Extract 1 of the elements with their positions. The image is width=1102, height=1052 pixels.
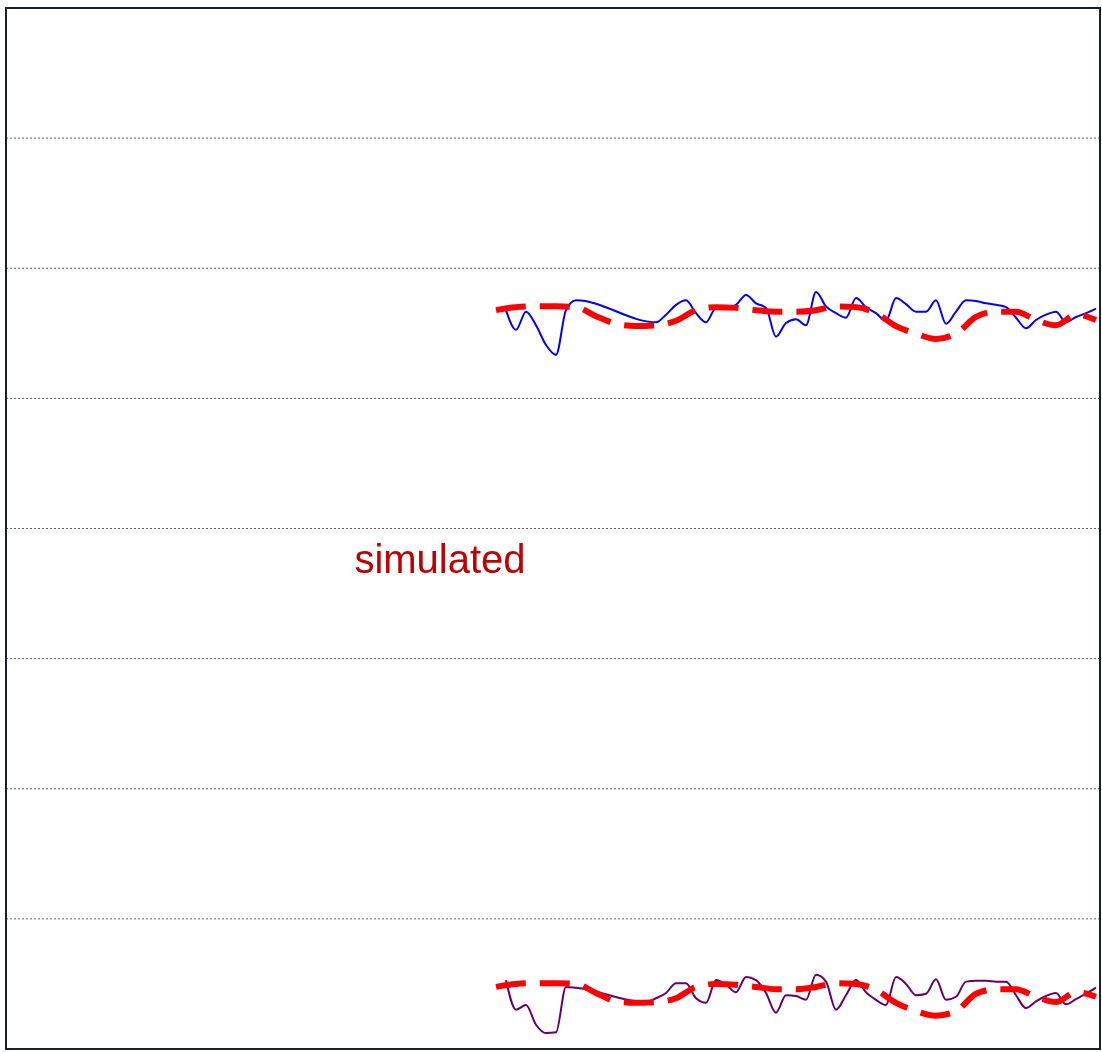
annotation: simulated	[354, 537, 526, 581]
